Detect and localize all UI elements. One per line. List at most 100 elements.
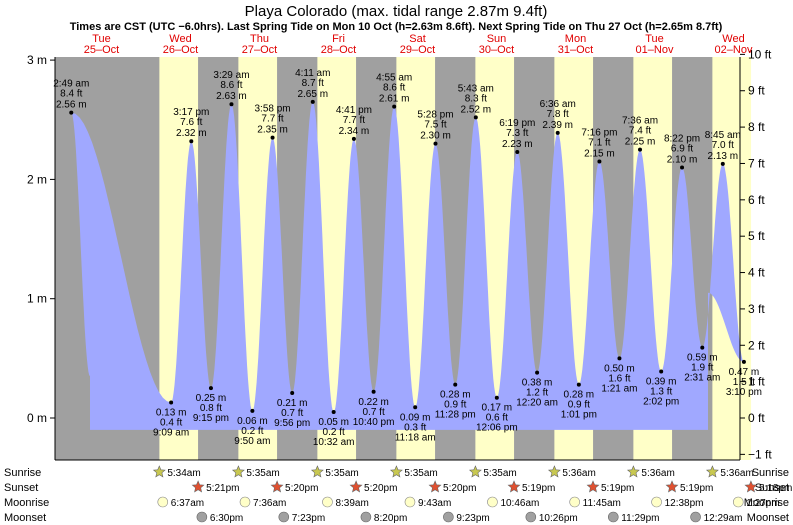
day-label-date: 29–Oct	[400, 44, 435, 56]
astro-row-label-left: Moonrise	[4, 497, 49, 509]
tide-label: 7:16 pm	[581, 128, 617, 139]
tide-point	[473, 115, 478, 120]
astro-row-label-right: Moonrise	[744, 497, 789, 509]
tide-label: 2.34 m	[339, 126, 370, 137]
tide-label: 6.9 ft	[671, 143, 693, 154]
day-label-dow: Sun	[487, 33, 507, 45]
astro-row-label-right: Moonset	[747, 512, 789, 524]
tide-label: 0.2 ft	[323, 427, 345, 438]
day-label-dow: Tue	[645, 33, 664, 45]
tide-label: 3:17 pm	[173, 107, 209, 118]
sunrise-time: 5:36am	[562, 468, 595, 479]
tide-label: 2.35 m	[257, 125, 288, 136]
moonset-time: 6:30pm	[210, 513, 243, 524]
moonset-time: 12:29am	[704, 513, 743, 524]
tide-label: 3:29 am	[213, 70, 249, 81]
tide-label: 1:01 pm	[561, 410, 597, 421]
day-label-dow: Wed	[722, 33, 744, 45]
tide-label: 0.28 m	[564, 390, 595, 401]
tide-point	[270, 135, 275, 140]
tide-label: 2.52 m	[461, 104, 492, 115]
day-label-dow: Fri	[332, 33, 345, 45]
moonrise-icon	[404, 496, 416, 508]
right-tick-label: 0 ft	[748, 411, 765, 425]
tide-label: 2.39 m	[542, 120, 573, 131]
tide-label: 2:49 am	[53, 79, 89, 90]
tide-label: 1.9 ft	[691, 363, 713, 374]
sunset-time: 5:21pm	[206, 483, 239, 494]
tide-point	[371, 389, 376, 394]
right-tick-label: 6 ft	[748, 193, 765, 207]
tide-label: 8.6 ft	[383, 83, 405, 94]
sunrise-time: 5:36am	[720, 468, 753, 479]
astro-row-label-left: Moonset	[4, 512, 46, 524]
tide-labels: 2:49 am8.4 ft2.56 m 0.13 m0.4 ft9:09 am 3:…	[53, 68, 762, 448]
sunset-time: 5:20pm	[285, 483, 318, 494]
tide-point	[310, 99, 315, 104]
tide-label: 0.59 m	[687, 353, 718, 364]
astro-row-label-right: Sunset	[755, 482, 789, 494]
moonrise-icon	[651, 496, 662, 508]
tide-point	[413, 405, 418, 410]
tide-label: 0.3 ft	[404, 422, 426, 433]
tide-point	[290, 390, 295, 395]
tide-label: 9:09 am	[153, 427, 189, 438]
sunset-icon	[191, 480, 205, 493]
day-label-date: 25–Oct	[84, 44, 119, 56]
tide-label: 4:55 am	[376, 73, 412, 84]
moonrise-icon	[732, 496, 744, 508]
tide-label: 12:06 pm	[476, 423, 518, 434]
moonset-icon	[690, 511, 701, 523]
tide-point	[229, 102, 234, 107]
moonrise-time: 12:38pm	[665, 498, 704, 509]
tide-label: 7.1 ft	[588, 138, 610, 149]
day-label-dow: Sat	[409, 33, 426, 45]
tide-label: 0.2 ft	[241, 426, 263, 437]
left-tick-label: 3 m	[27, 53, 47, 67]
day-label-date: 01–Nov	[636, 44, 674, 56]
tide-point	[597, 159, 602, 164]
chart-subtitle: Times are CST (UTC −6.0hrs). Last Spring…	[70, 21, 723, 33]
sunrise-icon	[626, 465, 640, 478]
tide-label: 8.3 ft	[465, 93, 487, 104]
tide-label: 10:32 am	[313, 437, 355, 448]
tide-label: 0.22 m	[358, 397, 389, 408]
tide-label: 2.65 m	[297, 89, 328, 100]
moonrise-icon	[487, 496, 498, 508]
sunset-icon	[744, 480, 758, 493]
sunrise-icon	[310, 465, 324, 478]
sunrise-time: 5:34am	[167, 468, 200, 479]
day-label-date: 27–Oct	[242, 44, 277, 56]
right-tick-label: 7 ft	[748, 156, 765, 170]
tide-label: 0.17 m	[482, 403, 513, 414]
right-tick-label: 1 ft	[748, 375, 765, 389]
tide-label: 0.38 m	[522, 378, 553, 389]
tide-label: 7.6 ft	[180, 117, 202, 128]
tide-label: 0.7 ft	[362, 407, 384, 418]
moonrise-icon	[157, 496, 169, 508]
tide-label: 2.32 m	[176, 128, 207, 139]
sunrise-icon	[231, 465, 245, 478]
moonset-time: 10:26pm	[539, 513, 578, 524]
moonset-time: 9:23pm	[456, 513, 489, 524]
tide-label: 5:28 pm	[417, 110, 453, 121]
tide-label: 2.23 m	[502, 139, 533, 150]
tide-point	[659, 369, 664, 374]
moonrise-time: 10:46am	[500, 498, 539, 509]
moonrise-icon	[239, 496, 251, 508]
right-tick-label: 10 ft	[748, 47, 772, 61]
chart-title: Playa Colorado (max. tidal range 2.87m 9…	[245, 3, 548, 20]
moonrise-time: 7:36am	[253, 498, 286, 509]
tide-label: 7.7 ft	[261, 114, 283, 125]
moonrise-icon	[569, 496, 580, 508]
tide-label: 0.9 ft	[568, 400, 590, 411]
tide-label: 12:20 am	[516, 398, 558, 409]
tide-point	[741, 359, 746, 364]
tide-area	[71, 101, 744, 430]
tide-label: 0.25 m	[196, 393, 227, 404]
moonset-icon	[443, 511, 454, 523]
tide-label: 0.28 m	[440, 390, 471, 401]
astro-row-label-left: Sunrise	[4, 467, 41, 479]
tide-label: 7.7 ft	[343, 115, 365, 126]
